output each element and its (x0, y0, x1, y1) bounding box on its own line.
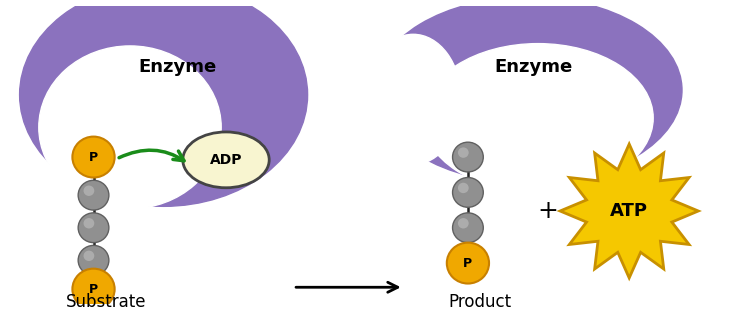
Circle shape (78, 180, 109, 210)
Ellipse shape (374, 0, 682, 183)
Circle shape (84, 251, 94, 261)
Text: ATP: ATP (610, 202, 648, 220)
Text: Enzyme: Enzyme (139, 58, 217, 76)
Ellipse shape (19, 0, 308, 206)
Text: P: P (89, 151, 98, 164)
Circle shape (453, 142, 483, 172)
Circle shape (84, 186, 94, 196)
Circle shape (458, 218, 468, 228)
Circle shape (458, 183, 468, 193)
Circle shape (453, 213, 483, 243)
Circle shape (84, 218, 94, 228)
Text: ADP: ADP (209, 153, 242, 167)
Text: +: + (537, 199, 558, 223)
Circle shape (73, 137, 115, 178)
Circle shape (73, 269, 115, 309)
Text: P: P (463, 257, 472, 269)
Circle shape (453, 178, 483, 207)
Circle shape (447, 243, 489, 284)
Circle shape (78, 245, 109, 275)
Circle shape (458, 148, 468, 158)
Ellipse shape (183, 132, 269, 188)
Text: Enzyme: Enzyme (494, 58, 572, 76)
Text: Product: Product (449, 293, 512, 311)
Ellipse shape (423, 44, 653, 192)
Circle shape (78, 213, 109, 243)
Ellipse shape (366, 34, 461, 164)
Text: Substrate: Substrate (66, 293, 147, 311)
Polygon shape (560, 144, 699, 278)
Text: P: P (89, 283, 98, 296)
Ellipse shape (38, 46, 221, 209)
